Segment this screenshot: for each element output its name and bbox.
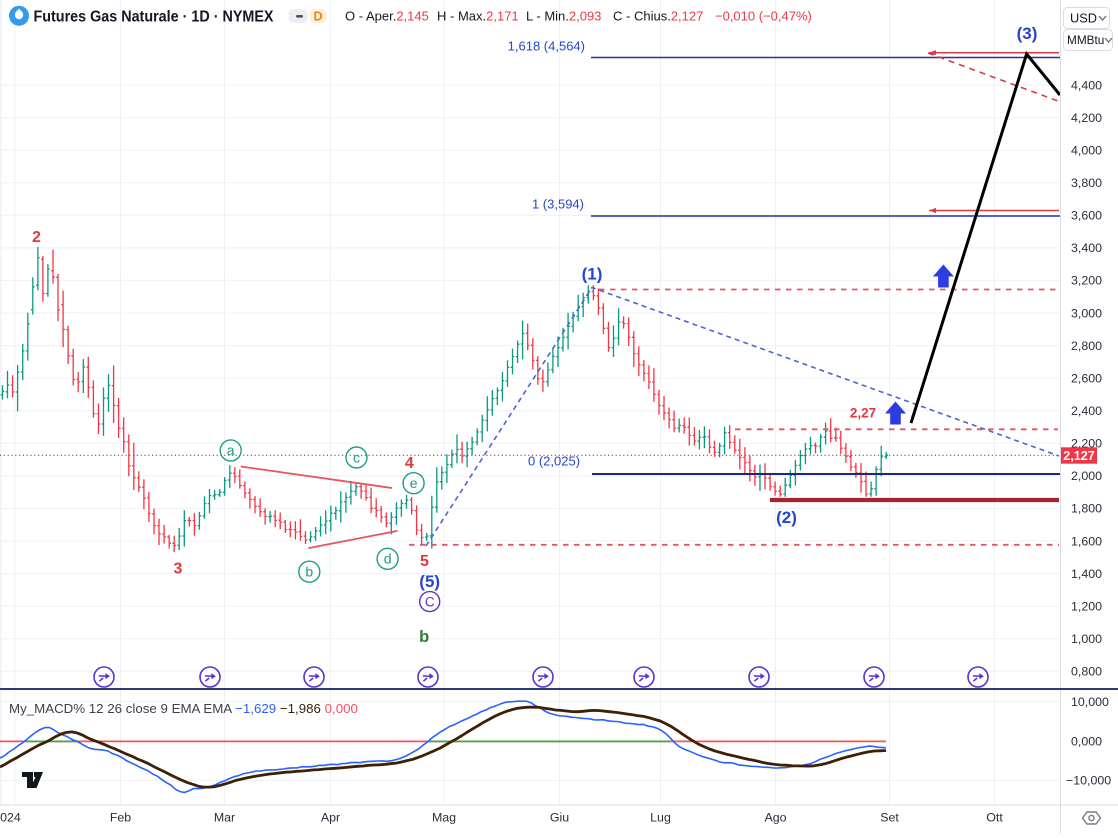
svg-text:H - Max.2,171: H - Max.2,171 — [437, 9, 519, 24]
svg-text:4: 4 — [405, 455, 414, 472]
svg-text:2: 2 — [32, 229, 41, 246]
svg-text:3,200: 3,200 — [1071, 274, 1102, 288]
svg-text:0,800: 0,800 — [1071, 665, 1102, 679]
svg-text:5: 5 — [420, 553, 429, 570]
svg-text:b: b — [305, 564, 313, 580]
svg-text:1,000: 1,000 — [1071, 632, 1102, 646]
svg-text:3,000: 3,000 — [1071, 306, 1102, 320]
svg-text:e: e — [410, 475, 418, 491]
svg-text:Mar: Mar — [214, 811, 235, 825]
svg-text:Mag: Mag — [432, 811, 456, 825]
svg-text:a: a — [227, 442, 235, 458]
svg-text:USD: USD — [1070, 10, 1097, 25]
svg-text:2,400: 2,400 — [1071, 404, 1102, 418]
svg-text:(5): (5) — [419, 572, 440, 591]
svg-text:2024: 2024 — [0, 811, 21, 825]
svg-text:4,400: 4,400 — [1071, 78, 1102, 92]
svg-text:Futures Gas Naturale · 1D · NY: Futures Gas Naturale · 1D · NYMEX — [34, 9, 274, 26]
svg-text:3,600: 3,600 — [1071, 209, 1102, 223]
svg-text:0 (2,025): 0 (2,025) — [528, 454, 580, 469]
svg-text:3,400: 3,400 — [1071, 241, 1102, 255]
svg-text:c: c — [353, 449, 360, 465]
svg-text:2,27: 2,27 — [850, 406, 876, 421]
svg-text:(1): (1) — [582, 265, 603, 284]
svg-text:C - Chius.2,127: C - Chius.2,127 — [613, 9, 703, 24]
svg-text:b: b — [419, 628, 429, 646]
svg-text:Apr: Apr — [321, 811, 340, 825]
svg-text:2,127: 2,127 — [1063, 449, 1095, 463]
svg-text:Set: Set — [880, 811, 899, 825]
svg-text:MMBtu: MMBtu — [1067, 33, 1104, 47]
svg-text:C: C — [425, 594, 435, 609]
svg-text:2,800: 2,800 — [1071, 339, 1102, 353]
svg-text:1,600: 1,600 — [1071, 534, 1102, 548]
svg-text:0,000: 0,000 — [1071, 735, 1102, 749]
svg-text:Giu: Giu — [550, 811, 569, 825]
svg-text:1,200: 1,200 — [1071, 599, 1102, 613]
svg-text:(2): (2) — [776, 508, 797, 527]
svg-text:Ago: Ago — [764, 811, 786, 825]
svg-text:−10,000: −10,000 — [1066, 774, 1111, 788]
svg-text:−0,010 (−0,47%): −0,010 (−0,47%) — [715, 9, 812, 24]
svg-text:4,200: 4,200 — [1071, 111, 1102, 125]
svg-text:2,000: 2,000 — [1071, 469, 1102, 483]
svg-text:(3): (3) — [1017, 24, 1038, 43]
svg-text:4,000: 4,000 — [1071, 143, 1102, 157]
svg-text:1,618 (4,564): 1,618 (4,564) — [508, 39, 585, 54]
svg-text:2,600: 2,600 — [1071, 371, 1102, 385]
svg-text:1 (3,594): 1 (3,594) — [532, 197, 584, 212]
svg-text:Lug: Lug — [650, 811, 671, 825]
svg-text:Feb: Feb — [110, 811, 131, 825]
svg-text:1,800: 1,800 — [1071, 502, 1102, 516]
svg-text:1,400: 1,400 — [1071, 567, 1102, 581]
svg-text:O - Aper.2,145: O - Aper.2,145 — [345, 9, 429, 24]
svg-text:10,000: 10,000 — [1071, 695, 1109, 709]
svg-text:d: d — [384, 551, 392, 567]
svg-text:L - Min.2,093: L - Min.2,093 — [526, 9, 601, 24]
svg-text:3: 3 — [174, 561, 183, 578]
svg-text:D: D — [313, 10, 322, 24]
svg-text:My_MACD% 12 26 close 9 EMA EMA: My_MACD% 12 26 close 9 EMA EMA −1,629 −1… — [9, 701, 358, 716]
svg-text:3,800: 3,800 — [1071, 176, 1102, 190]
svg-text:Ott: Ott — [986, 811, 1003, 825]
